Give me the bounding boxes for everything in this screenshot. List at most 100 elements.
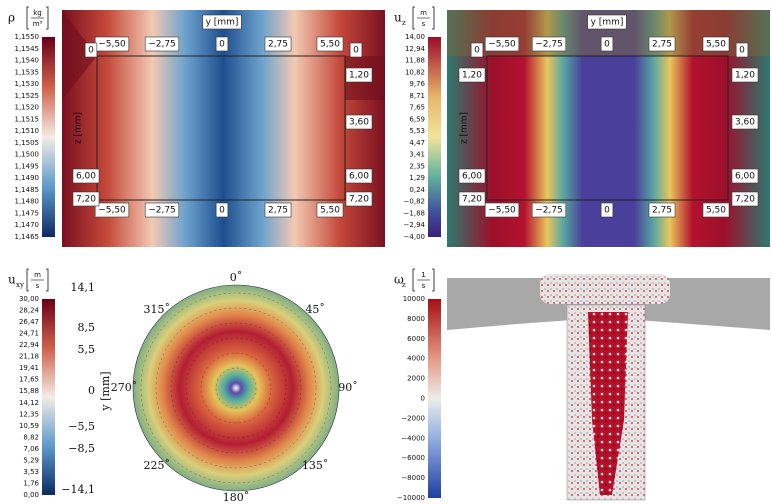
- y-tick-label: 5,50: [320, 40, 340, 50]
- colorbar-tick-label: 1,1470: [15, 221, 40, 229]
- colorbar-tick-label: 6,59: [409, 115, 425, 123]
- y-tick-label: −2,75: [148, 206, 176, 216]
- colorbar-tick-label: 0: [421, 395, 425, 403]
- colorbar-tick-label: 17,65: [19, 376, 39, 384]
- angle-label: 90˚: [338, 381, 358, 394]
- colorbar-tick-label: 12,35: [19, 410, 39, 418]
- colorbar-tick-label: 24,71: [19, 330, 39, 338]
- y-tick-label: 8,5: [78, 321, 96, 334]
- y-tick-label: 14,1: [71, 281, 96, 294]
- unit-numerator: 1: [421, 271, 425, 279]
- colorbar-tick-label: 1,1465: [15, 233, 40, 241]
- colorbar-tick-label: 1,1500: [15, 151, 40, 159]
- unit-numerator: m: [420, 9, 427, 17]
- colorbar-tick-label: 0,00: [23, 491, 39, 499]
- colorbar-tick-label: −0,82: [404, 198, 425, 206]
- y-tick-label: 0: [219, 40, 225, 50]
- z-axis-label: z [mm]: [74, 112, 84, 144]
- colorbar-tick-label: 1,1540: [15, 57, 40, 65]
- colorbar-tick-label: 8,82: [23, 433, 39, 441]
- colorbar-tick-label: −4,00: [404, 233, 425, 241]
- angle-label: 180˚: [223, 491, 250, 504]
- colorbar-tick-label: −2,94: [404, 221, 426, 229]
- colorbar-tick-label: 9,76: [409, 80, 425, 88]
- z-tick-label: 6,00: [462, 172, 482, 182]
- z-tick-label: 0: [88, 46, 94, 56]
- colorbar-tick-label: 2,35: [409, 162, 425, 170]
- colorbar-tick-label: 1,1505: [15, 139, 40, 147]
- y-tick-label: −5,5: [68, 420, 95, 433]
- angle-label: 225˚: [144, 459, 171, 472]
- quantity-subscript: xy: [16, 281, 24, 289]
- unit-denominator: s: [36, 282, 40, 290]
- angle-label: 135˚: [302, 459, 329, 472]
- y-tick-label: −14,1: [61, 483, 95, 496]
- quantity-subscript: z: [402, 281, 406, 289]
- z-tick-label: 6,00: [735, 172, 755, 182]
- colorbar-tick-label: 5,53: [409, 127, 425, 135]
- colorbar-tick-label: 1,1490: [15, 174, 40, 182]
- colorbar-tick-label: 15,88: [19, 387, 39, 395]
- colorbar-tick-label: 1,1530: [15, 80, 40, 88]
- colorbar-tick-label: 1,1515: [15, 115, 40, 123]
- colorbar-tick-label: 1,1480: [15, 198, 40, 206]
- unit-denominator: s: [422, 20, 426, 28]
- colorbar-tick-label: 1,1520: [15, 104, 40, 112]
- colorbar-tick-label: 28,24: [19, 307, 40, 315]
- y-tick-label: 5,5: [78, 343, 96, 356]
- colorbar-tick-label: 1,1545: [15, 45, 40, 53]
- y-tick-label: −5,50: [488, 206, 516, 216]
- colorbar-tick-label: 4,47: [409, 139, 425, 147]
- z-axis-label: z [mm]: [460, 112, 470, 144]
- y-tick-label: 0: [219, 206, 225, 216]
- z-tick-label: 7,20: [349, 195, 369, 205]
- colorbar-tick-label: −8000: [401, 474, 425, 482]
- y-tick-label: 0: [604, 206, 610, 216]
- z-tick-label: 7,20: [76, 195, 96, 205]
- colorbar-tick-label: 10,59: [19, 422, 39, 430]
- y-tick-label: 5,50: [320, 206, 340, 216]
- colorbar: [428, 299, 441, 498]
- angle-label: 0˚: [230, 271, 243, 284]
- colorbar-tick-label: 4000: [407, 355, 425, 363]
- colorbar-tick-label: 1,1485: [15, 186, 40, 194]
- y-tick-label: −5,50: [98, 40, 126, 50]
- z-tick-label: 0: [474, 46, 480, 56]
- angle-label: 315˚: [144, 303, 171, 316]
- colorbar-tick-label: 3,53: [23, 468, 39, 476]
- quantity-subscript: z: [402, 19, 406, 27]
- y-tick-label: −2,75: [148, 40, 176, 50]
- figure: ρkgm³1,15501,15451,15401,15351,15301,152…: [0, 0, 772, 504]
- colorbar-tick-label: −6000: [401, 454, 425, 462]
- colorbar-tick-label: 10000: [403, 295, 425, 303]
- z-tick-label: 0: [739, 46, 745, 56]
- quantity-symbol: ρ: [8, 11, 15, 25]
- colorbar-tick-label: 30,00: [19, 295, 39, 303]
- y-tick-label: −5,50: [488, 40, 516, 50]
- colorbar-tick-label: 21,18: [19, 353, 39, 361]
- colorbar: [42, 299, 55, 495]
- y-tick-label: 5,50: [706, 206, 726, 216]
- colorbar-tick-label: −1,88: [404, 209, 425, 217]
- colorbar: [42, 37, 55, 237]
- unit-numerator: kg: [33, 9, 42, 17]
- y-tick-label: 0: [88, 384, 95, 397]
- colorbar-tick-label: 1,76: [23, 479, 39, 487]
- unit-denominator: s: [422, 282, 426, 290]
- colorbar-tick-label: −2000: [401, 414, 425, 422]
- z-tick-label: 3,60: [735, 118, 755, 128]
- y-tick-label: −8,5: [68, 442, 95, 455]
- z-tick-label: 1,20: [462, 71, 482, 81]
- z-tick-label: 0: [353, 46, 359, 56]
- colorbar-tick-label: 11,88: [405, 57, 425, 65]
- z-tick-label: 6,00: [349, 172, 369, 182]
- colorbar-tick-label: 12,94: [405, 45, 426, 53]
- angle-label: 45˚: [305, 303, 325, 316]
- colorbar: [428, 37, 441, 237]
- z-tick-label: 3,60: [349, 118, 369, 128]
- y-tick-label: −5,50: [98, 206, 126, 216]
- unit-numerator: m: [34, 271, 41, 279]
- z-tick-label: 6,00: [76, 172, 96, 182]
- colorbar-tick-label: 10,82: [405, 68, 425, 76]
- colorbar-tick-label: −4000: [401, 434, 425, 442]
